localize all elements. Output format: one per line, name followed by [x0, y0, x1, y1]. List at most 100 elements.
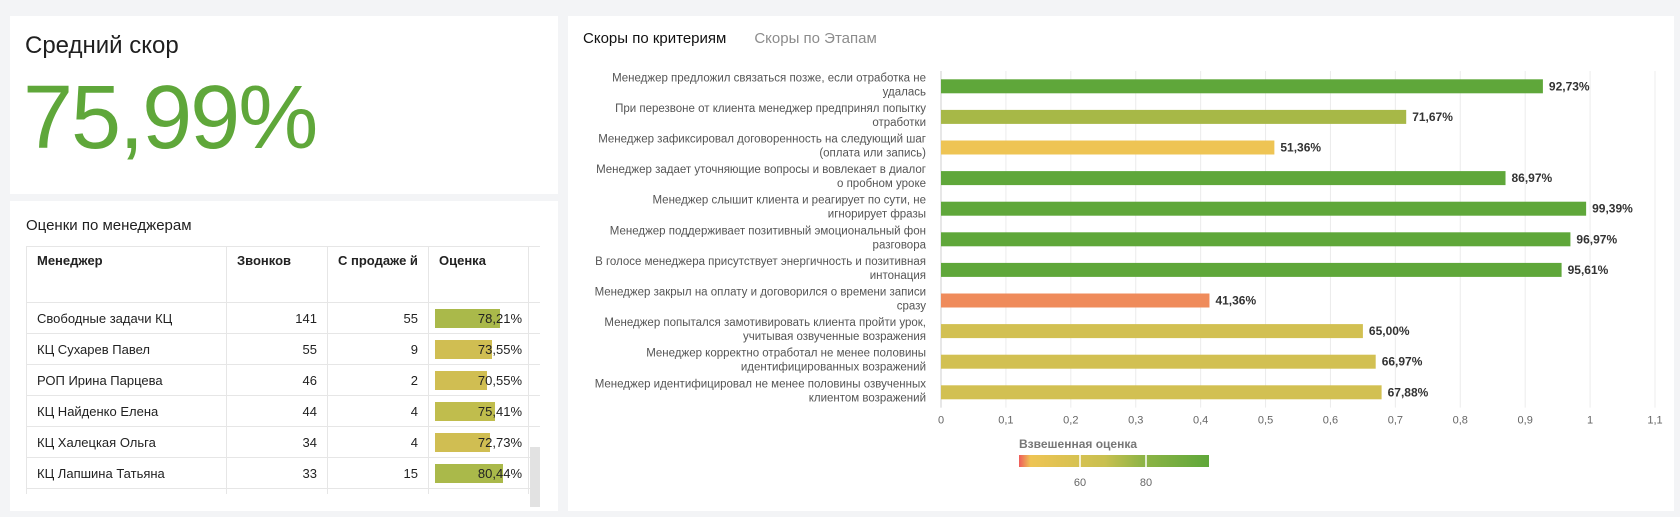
managers-title: Оценки по менеджерам [26, 217, 192, 234]
category-label: клиентом возражений [809, 392, 926, 404]
table-scrollbar[interactable] [530, 447, 540, 507]
legend-tick-label: 60 [1074, 477, 1086, 489]
score-bar [435, 340, 492, 359]
category-label: интонация [870, 270, 926, 282]
bar [941, 385, 1382, 400]
score-value: 72,73% [477, 434, 522, 450]
bar [941, 201, 1587, 216]
category-label: Менеджер корректно отработал не менее по… [646, 348, 926, 360]
column-header-sales[interactable]: С продаже й [328, 247, 429, 302]
sales-count: 15 [328, 458, 429, 488]
table-row[interactable]: КЦ Сухарев Павел 55 9 73,55% [27, 334, 540, 365]
score-value: 80,44% [477, 465, 522, 481]
score-cell: 73,55% [429, 334, 529, 364]
average-score-title: Средний скор [25, 32, 179, 59]
calls-count: 33 [227, 458, 328, 488]
bar [941, 354, 1376, 369]
bar-value-label: 66,97% [1382, 355, 1423, 369]
score-value: 73,55% [477, 341, 522, 357]
bar-value-label: 51,36% [1280, 141, 1321, 155]
bar-value-label: 95,61% [1568, 263, 1609, 277]
calls-count: 46 [227, 365, 328, 395]
sales-count: 2 [328, 365, 429, 395]
category-label: учитывая озвученные возражения [743, 331, 926, 343]
table-row-clipped[interactable] [27, 489, 540, 494]
category-label: разговора [873, 239, 927, 251]
manager-name: КЦ Халецкая Ольга [27, 427, 227, 457]
managers-card: Оценки по менеджерам Менеджер Звонков С … [10, 201, 558, 511]
average-score-card: Средний скор 75,99% [10, 16, 558, 194]
x-tick-label: 0,9 [1518, 415, 1533, 427]
bar-value-label: 71,67% [1412, 110, 1453, 124]
sales-count: 4 [328, 396, 429, 426]
bar-value-label: 96,97% [1576, 232, 1617, 246]
bar-value-label: 92,73% [1549, 79, 1590, 93]
table-row[interactable]: КЦ Лапшина Татьяна 33 15 80,44% [27, 458, 540, 489]
manager-name: РОП Ирина Парцева [27, 365, 227, 395]
score-bar [435, 371, 487, 390]
score-bar [435, 433, 491, 452]
x-tick-label: 0,1 [998, 415, 1013, 427]
score-cell: 72,73% [429, 427, 529, 457]
score-value: 75,41% [477, 403, 522, 419]
x-tick-label: 0,2 [1063, 415, 1078, 427]
manager-name: Свободные задачи КЦ [27, 303, 227, 333]
legend-tick-label: 80 [1140, 477, 1152, 489]
category-label: о пробном уроке [837, 178, 926, 190]
category-label: сразу [897, 301, 927, 313]
table-row[interactable]: РОП Ирина Парцева 46 2 70,55% [27, 365, 540, 396]
table-header: Менеджер Звонков С продаже й Оценка [27, 247, 540, 303]
manager-name: КЦ Лапшина Татьяна [27, 458, 227, 488]
calls-count: 34 [227, 427, 328, 457]
category-label: Менеджер попытался замотивировать клиент… [604, 317, 926, 329]
category-label: Менеджер слышит клиента и реагирует по с… [652, 195, 926, 207]
score-value: 70,55% [477, 372, 522, 388]
bar-value-label: 86,97% [1512, 171, 1553, 185]
sales-count: 9 [328, 334, 429, 364]
category-label: Менеджер задает уточняющие вопросы и вов… [596, 164, 926, 176]
criteria-card: Скоры по критериям Скоры по Этапам 0 0,1 0… [568, 16, 1674, 511]
score-value: 78,21% [477, 310, 522, 326]
category-label: удалась [883, 86, 926, 98]
bar [941, 293, 1210, 308]
category-label: Менеджер поддерживает позитивный эмоцион… [610, 225, 926, 237]
average-score-value: 75,99% [23, 68, 318, 168]
category-label: В голосе менеджера присутствует энергичн… [595, 256, 926, 268]
category-label: идентифицированных возражений [741, 362, 926, 374]
category-label: (оплата или запись) [819, 148, 926, 160]
table-row[interactable]: КЦ Халецкая Ольга 34 4 72,73% [27, 427, 540, 458]
bar [941, 140, 1275, 155]
score-cell: 78,21% [429, 303, 529, 333]
bar [941, 109, 1407, 124]
column-header-calls[interactable]: Звонков [227, 247, 328, 302]
calls-count: 55 [227, 334, 328, 364]
x-tick-label: 0 [938, 415, 944, 427]
bar-value-label: 41,36% [1215, 294, 1256, 308]
bar [941, 262, 1562, 277]
manager-name: КЦ Найденко Елена [27, 396, 227, 426]
x-tick-label: 0,3 [1128, 415, 1143, 427]
score-bar [435, 464, 504, 483]
tab-criteria[interactable]: Скоры по критериям [583, 30, 727, 47]
criteria-bar-chart: 0 0,1 0,2 0,3 0,4 0,5 0,6 0,7 0,8 0,9 1 1,1 92,73% Ме… [595, 71, 1663, 489]
x-tick-label: 1 [1587, 415, 1593, 427]
x-tick-label: 0,8 [1453, 415, 1468, 427]
table-row[interactable]: КЦ Найденко Елена 44 4 75,41% [27, 396, 540, 427]
table-row[interactable]: Свободные задачи КЦ 141 55 78,21% [27, 303, 540, 334]
bar [941, 324, 1363, 339]
tab-stages[interactable]: Скоры по Этапам [754, 30, 877, 47]
manager-name: КЦ Сухарев Павел [27, 334, 227, 364]
score-cell: 70,55% [429, 365, 529, 395]
bar [941, 79, 1543, 94]
sales-count: 55 [328, 303, 429, 333]
category-label: игнорирует фразы [828, 209, 926, 221]
x-tick-label: 0,4 [1193, 415, 1208, 427]
tabs: Скоры по критериям Скоры по Этапам [583, 30, 877, 47]
category-label: Менеджер зафиксировал договоренность на … [598, 134, 926, 146]
column-header-score[interactable]: Оценка [429, 247, 529, 302]
legend-color-scale [1019, 455, 1209, 467]
x-tick-label: 1,1 [1647, 415, 1662, 427]
bar [941, 171, 1506, 186]
score-bar [435, 309, 500, 328]
column-header-manager[interactable]: Менеджер [27, 247, 227, 302]
